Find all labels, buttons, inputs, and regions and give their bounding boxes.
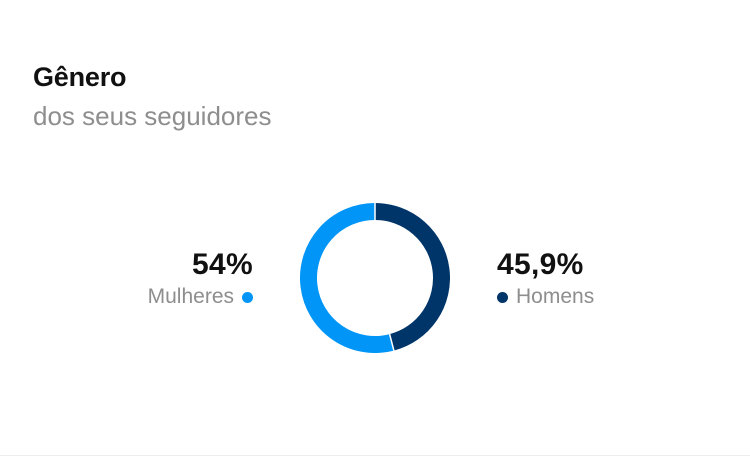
women-stat: 54% Mulheres — [148, 247, 253, 311]
women-legend-dot — [242, 291, 253, 303]
bottom-divider — [0, 455, 750, 456]
slice-separator — [388, 332, 395, 352]
card-subtitle: dos seus seguidores — [33, 101, 272, 131]
men-percentage: 45,9% — [497, 248, 584, 281]
men-legend: Homens — [497, 283, 594, 311]
card-title: Gênero — [33, 62, 127, 92]
women-slice — [300, 203, 394, 353]
women-percentage: 54% — [192, 248, 253, 281]
men-stat: 45,9% Homens — [497, 247, 594, 311]
men-slice — [374, 203, 450, 351]
men-legend-dot — [497, 291, 508, 303]
gender-donut-chart — [300, 203, 450, 353]
women-legend: Mulheres — [148, 283, 253, 311]
women-legend-label: Mulheres — [147, 285, 234, 308]
men-legend-label: Homens — [516, 285, 595, 308]
